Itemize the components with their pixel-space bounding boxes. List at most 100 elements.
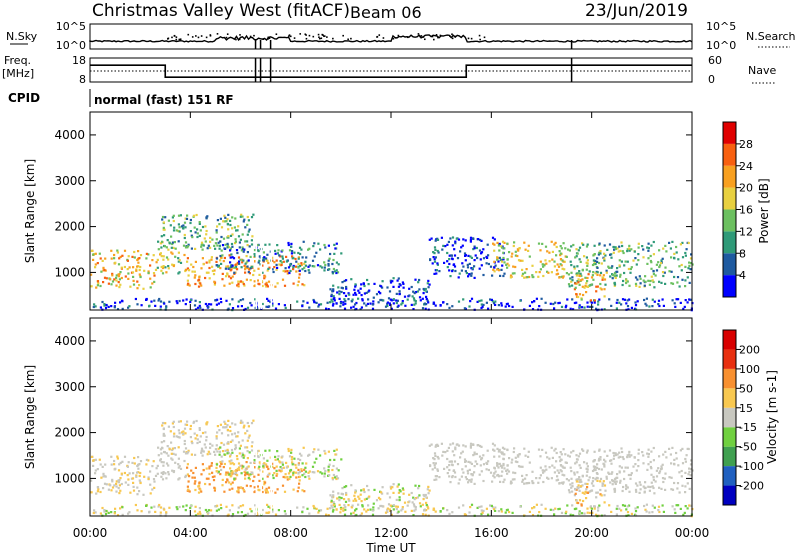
- range-cell: [245, 484, 248, 487]
- range-cell: [545, 262, 548, 265]
- range-cell: [556, 272, 560, 275]
- range-cell: [137, 257, 140, 260]
- range-cell: [339, 302, 343, 305]
- range-cell: [168, 242, 171, 245]
- range-cell: [105, 509, 108, 513]
- range-cell: [594, 465, 597, 468]
- range-cell: [434, 510, 437, 513]
- range-cell: [548, 251, 551, 254]
- range-cell: [573, 288, 576, 291]
- range-cell: [479, 238, 482, 242]
- range-cell: [575, 255, 578, 258]
- range-cell: [98, 252, 101, 255]
- range-cell: [284, 270, 287, 273]
- range-cell: [355, 301, 358, 305]
- range-cell: [559, 469, 562, 472]
- range-cell: [215, 463, 219, 466]
- range-cell: [338, 503, 341, 506]
- range-cell: [265, 487, 268, 490]
- range-cell: [673, 252, 676, 255]
- velocity-data-layer: [90, 319, 694, 518]
- range-cell: [626, 511, 630, 514]
- range-cell: [160, 475, 163, 478]
- range-cell: [184, 452, 188, 455]
- range-cell: [573, 507, 576, 511]
- range-cell: [226, 218, 229, 221]
- range-cell: [650, 275, 653, 278]
- range-cell: [590, 482, 594, 485]
- range-cell: [625, 487, 628, 491]
- range-cell: [599, 287, 602, 290]
- range-cell: [93, 303, 96, 306]
- range-cell: [286, 476, 289, 479]
- range-cell: [177, 251, 180, 254]
- range-cell: [575, 480, 578, 483]
- range-cell: [524, 477, 527, 480]
- range-cell: [161, 266, 165, 270]
- range-cell: [453, 265, 457, 268]
- range-cell: [373, 282, 376, 285]
- range-cell: [285, 255, 288, 258]
- range-cell: [215, 437, 218, 440]
- range-cell: [329, 288, 332, 291]
- range-cell: [674, 305, 677, 308]
- range-cell: [596, 266, 599, 269]
- range-cell: [96, 486, 99, 489]
- range-cell: [438, 476, 441, 479]
- range-cell: [673, 275, 676, 279]
- range-cell: [133, 256, 136, 259]
- range-cell: [231, 216, 234, 219]
- range-cell: [564, 247, 567, 250]
- range-cell: [470, 274, 473, 277]
- range-cell: [556, 263, 559, 266]
- range-cell: [267, 280, 271, 283]
- range-cell: [507, 264, 511, 267]
- range-cell: [204, 276, 207, 280]
- range-cell: [264, 481, 267, 484]
- range-cell: [253, 461, 257, 464]
- range-cell: [597, 303, 600, 306]
- range-cell: [657, 467, 660, 470]
- range-cell: [218, 244, 221, 247]
- range-cell: [127, 277, 130, 280]
- range-cell: [268, 243, 271, 246]
- range-cell: [450, 463, 454, 466]
- range-cell: [229, 256, 232, 259]
- range-cell: [226, 428, 229, 432]
- range-cell: [624, 466, 627, 469]
- range-cell: [578, 305, 581, 308]
- range-cell: [267, 299, 270, 302]
- range-cell: [273, 266, 276, 269]
- range-cell: [221, 278, 224, 281]
- range-cell: [399, 490, 402, 493]
- range-cell: [598, 243, 601, 246]
- range-cell: [493, 249, 496, 252]
- colorbar-tick-label: 16: [739, 204, 753, 217]
- range-cell: [371, 509, 374, 512]
- range-cell: [96, 284, 99, 287]
- range-cell: [243, 284, 246, 287]
- range-cell: [307, 269, 310, 272]
- range-cell: [585, 245, 589, 248]
- range-cell: [234, 240, 237, 243]
- range-cell: [462, 265, 465, 268]
- range-cell: [623, 264, 626, 267]
- range-cell: [391, 486, 394, 489]
- range-cell: [550, 477, 553, 480]
- range-cell: [626, 505, 629, 508]
- noise-point: [253, 34, 255, 37]
- range-cell: [618, 507, 621, 510]
- range-cell: [265, 463, 268, 466]
- noise-point: [382, 37, 385, 39]
- noise-point: [470, 37, 473, 40]
- range-cell: [92, 253, 95, 256]
- range-cell: [254, 466, 257, 469]
- range-cell: [224, 422, 227, 425]
- range-cell: [616, 247, 619, 250]
- range-cell: [586, 511, 589, 514]
- range-cell: [603, 278, 607, 281]
- range-cell: [136, 287, 139, 290]
- range-cell: [469, 444, 472, 448]
- range-cell: [183, 427, 187, 430]
- range-cell: [435, 475, 438, 478]
